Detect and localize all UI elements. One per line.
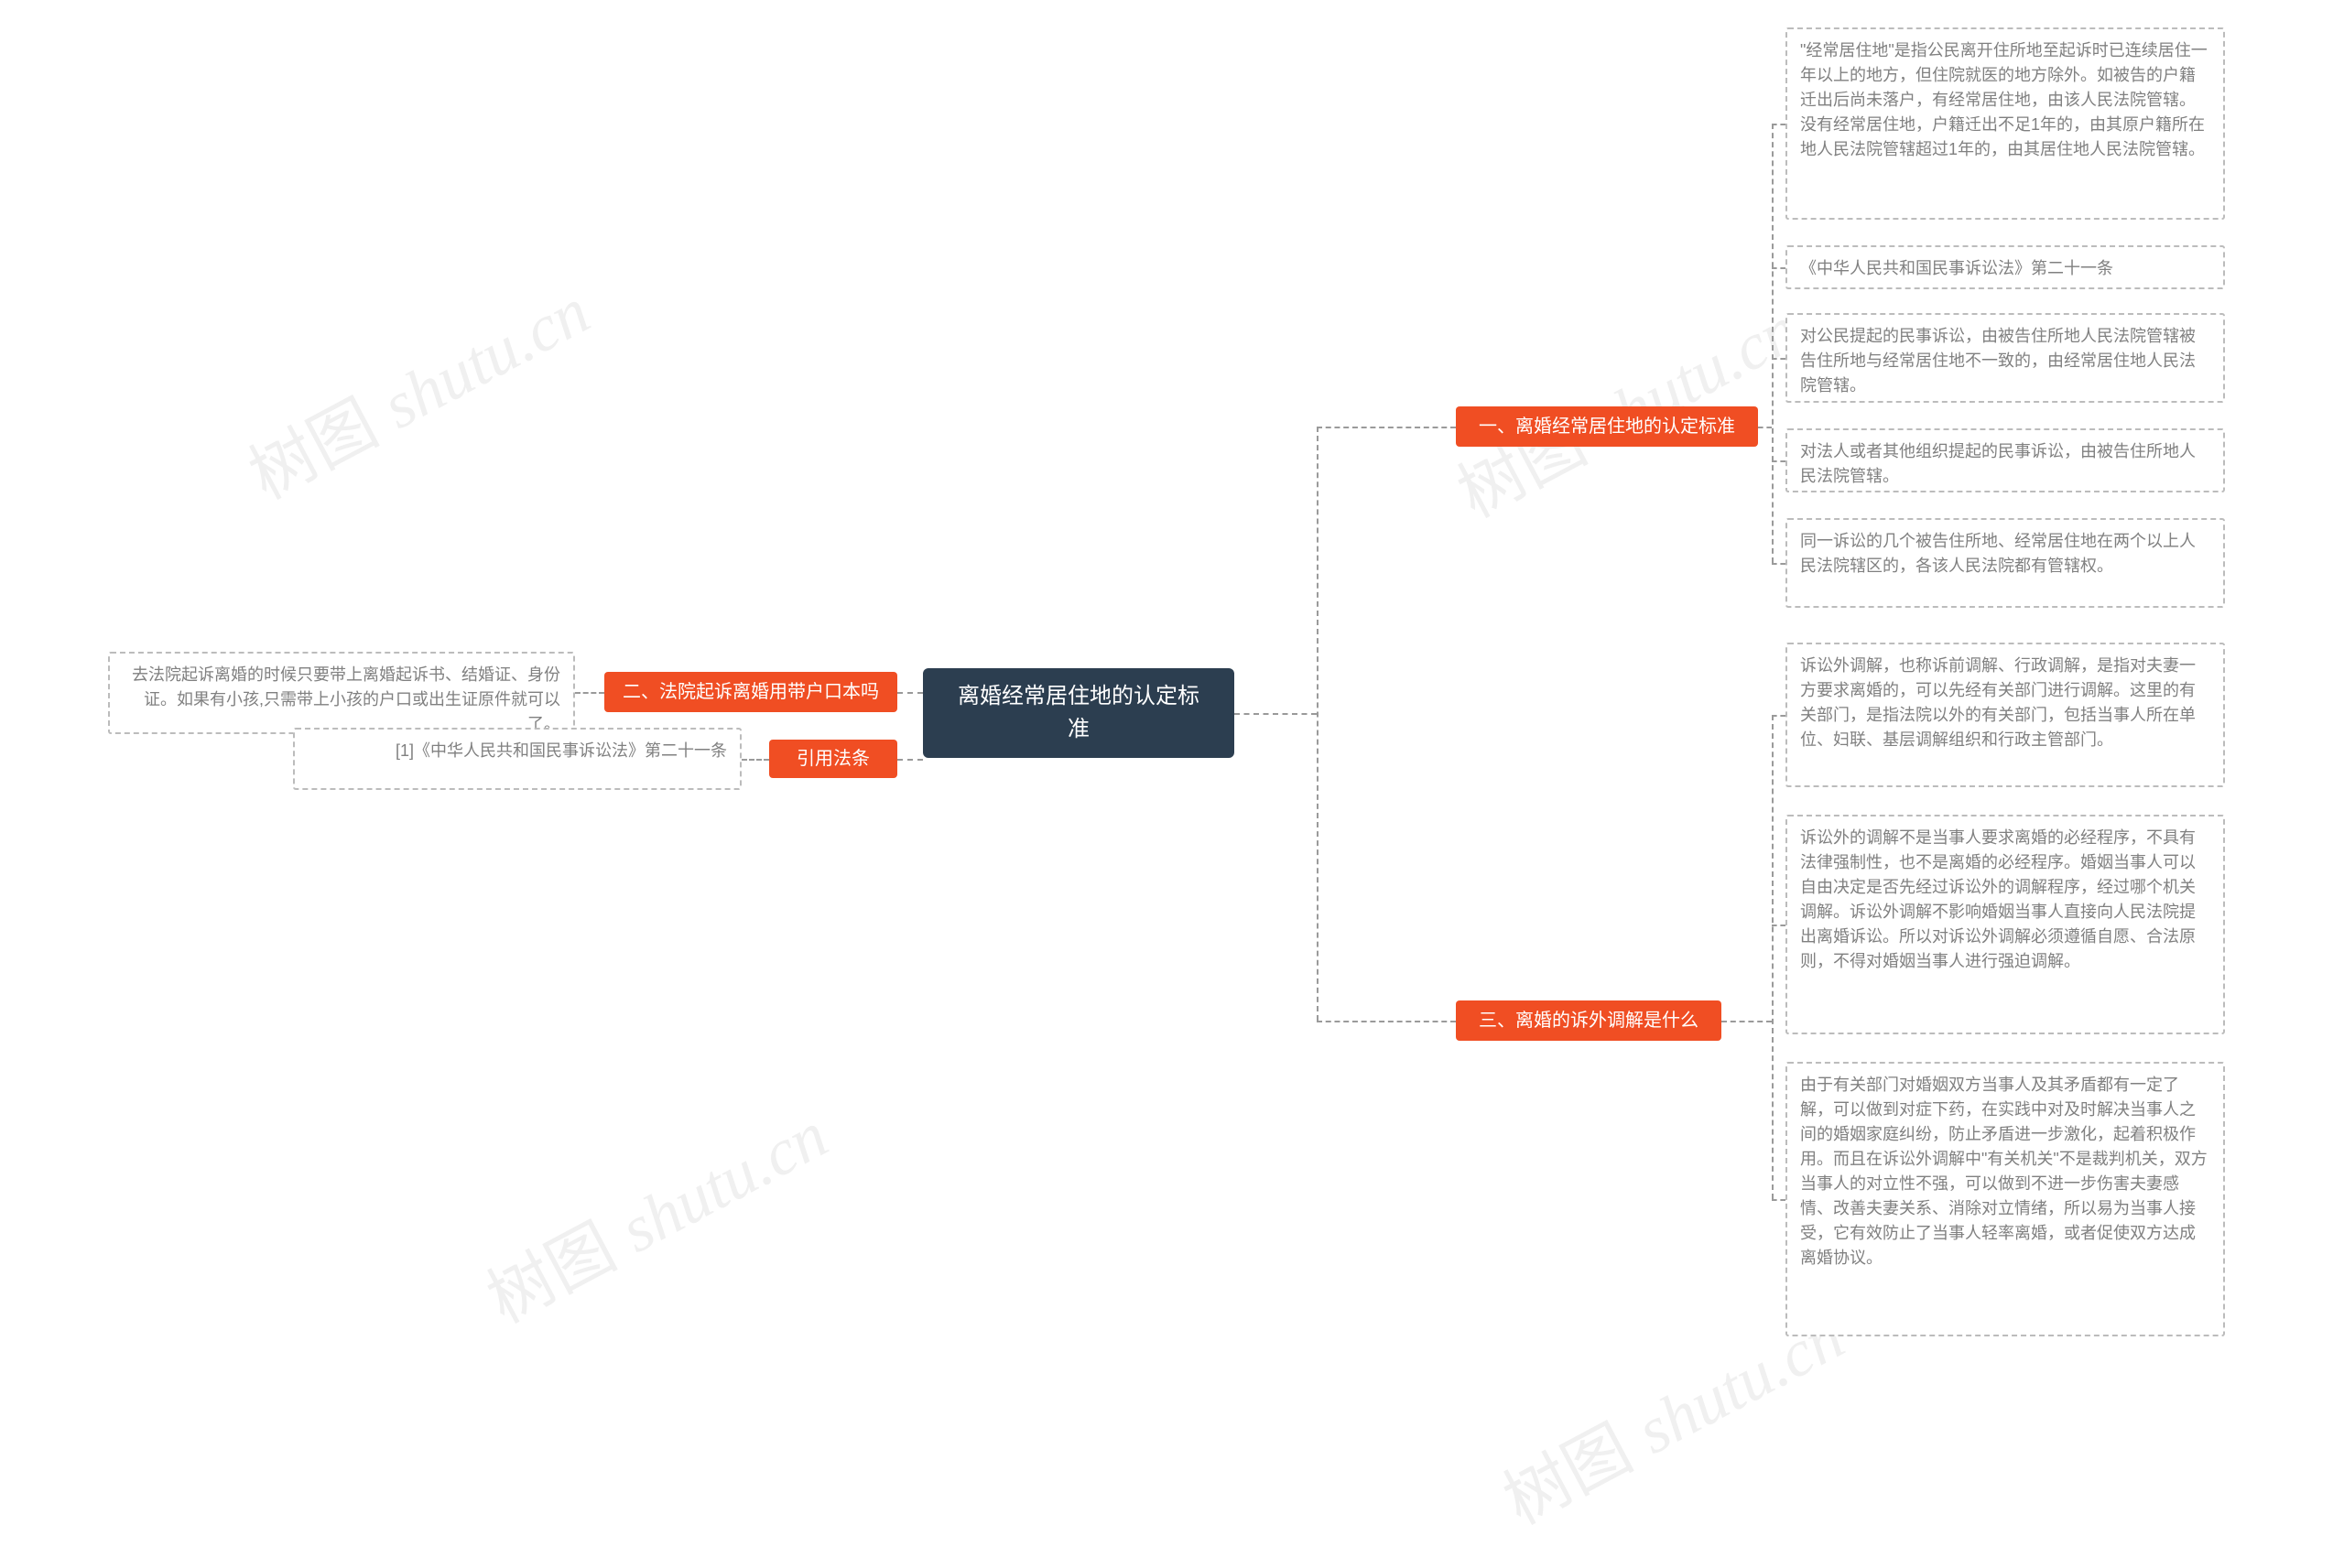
connector [1317,427,1318,1021]
branch-left-1: 引用法条 [769,740,897,778]
connector [1772,267,1785,269]
root-node: 离婚经常居住地的认定标准 [923,668,1234,758]
connector [1772,715,1774,1199]
connector [1772,124,1774,563]
connector [1721,1021,1772,1022]
leaf-right-1-1: 诉讼外的调解不是当事人要求离婚的必经程序，不具有法律强制性，也不是离婚的必经程序… [1785,815,2225,1034]
connector [1758,427,1772,428]
leaf-right-0-3: 对法人或者其他组织提起的民事诉讼，由被告住所地人民法院管辖。 [1785,428,2225,492]
leaf-right-1-0: 诉讼外调解，也称诉前调解、行政调解，是指对夫妻一方要求离婚的，可以先经有关部门进… [1785,643,2225,787]
watermark: 树图 shutu.cn [468,1082,841,1341]
connector [1772,460,1785,462]
leaf-right-1-2: 由于有关部门对婚姻双方当事人及其矛盾都有一定了解，可以做到对症下药，在实践中对及… [1785,1062,2225,1336]
connector [1317,1021,1456,1022]
connector [1772,925,1785,926]
connector [897,692,923,694]
leaf-right-0-0: "经常居住地"是指公民离开住所地至起诉时已连续居住一年以上的地方，但住院就医的地… [1785,27,2225,220]
connector [1234,713,1317,715]
connector [897,759,923,761]
connector [1772,1199,1785,1201]
connector [742,759,769,761]
connector [1772,124,1785,125]
branch-left-0: 二、法院起诉离婚用带户口本吗 [604,672,897,712]
branch-right-0: 一、离婚经常居住地的认定标准 [1456,406,1758,447]
leaf-right-0-2: 对公民提起的民事诉讼，由被告住所地人民法院管辖被告住所地与经常居住地不一致的，由… [1785,313,2225,403]
connector [1772,358,1785,360]
connector [1317,427,1456,428]
connector [1772,563,1785,565]
connector [575,692,604,694]
connector [1772,715,1785,717]
watermark: 树图 shutu.cn [230,258,603,517]
leaf-right-0-1: 《中华人民共和国民事诉讼法》第二十一条 [1785,245,2225,289]
branch-right-1: 三、离婚的诉外调解是什么 [1456,1000,1721,1041]
leaf-right-0-4: 同一诉讼的几个被告住所地、经常居住地在两个以上人民法院辖区的，各该人民法院都有管… [1785,518,2225,608]
leaf-left-1-0: [1]《中华人民共和国民事诉讼法》第二十一条 [293,728,742,790]
leaf-left-0-0: 去法院起诉离婚的时候只要带上离婚起诉书、结婚证、身份证。如果有小孩,只需带上小孩… [108,652,575,734]
